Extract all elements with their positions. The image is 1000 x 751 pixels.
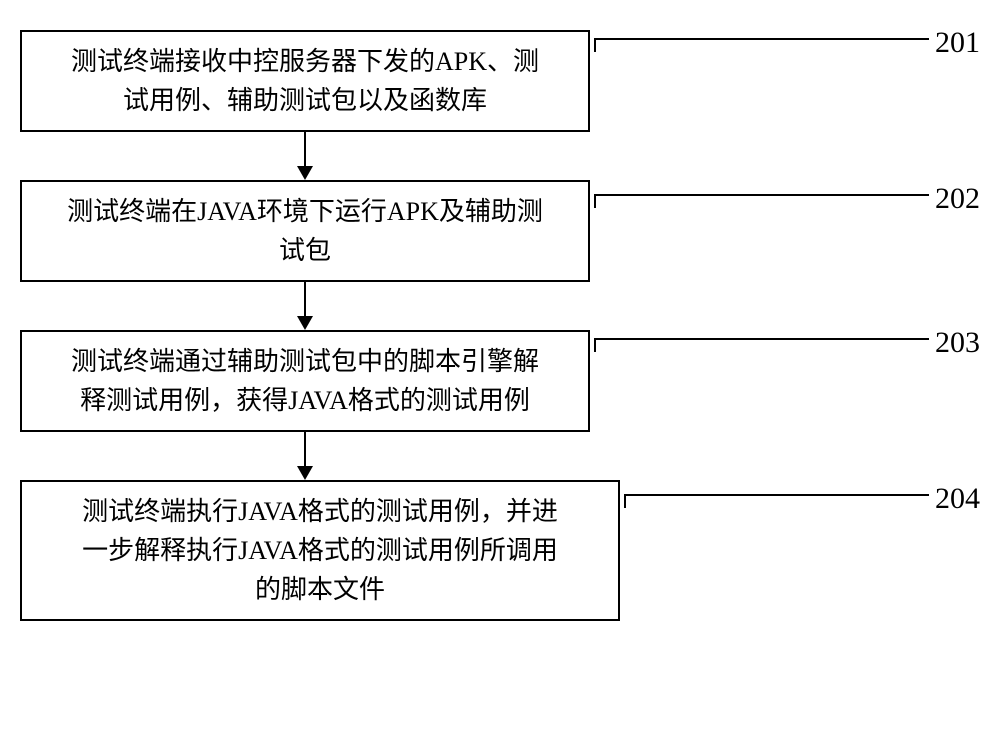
leader-line [594,194,929,196]
flow-row: 测试终端执行JAVA格式的测试用例，并进一步解释执行JAVA格式的测试用例所调用… [20,480,980,621]
flow-arrow-wrap [20,432,590,480]
flow-step-box: 测试终端接收中控服务器下发的APK、测试用例、辅助测试包以及函数库 [20,30,590,132]
leader-line-wrap: 203 [590,338,980,360]
leader-line [624,494,929,496]
step-number-label: 201 [935,26,980,60]
flow-step-text-line: 测试终端通过辅助测试包中的脚本引擎解 [71,347,539,376]
flow-step-box: 测试终端执行JAVA格式的测试用例，并进一步解释执行JAVA格式的测试用例所调用… [20,480,620,621]
leader-line-wrap: 204 [620,494,980,516]
flow-step-text-line: 一步解释执行JAVA格式的测试用例所调用 [82,536,558,565]
flow-step-text-line: 测试终端接收中控服务器下发的APK、测 [71,47,539,76]
flow-step-text-line: 试包 [279,236,331,265]
flow-step-box: 测试终端在JAVA环境下运行APK及辅助测试包 [20,180,590,282]
flow-arrow-wrap [20,282,590,330]
flow-step-text-line: 测试终端在JAVA环境下运行APK及辅助测 [67,197,543,226]
flow-row: 测试终端接收中控服务器下发的APK、测试用例、辅助测试包以及函数库201 [20,30,980,132]
flow-step-box: 测试终端通过辅助测试包中的脚本引擎解释测试用例，获得JAVA格式的测试用例 [20,330,590,432]
leader-line-wrap: 201 [590,38,980,60]
flow-row: 测试终端在JAVA环境下运行APK及辅助测试包202 [20,180,980,282]
flow-step-text-line: 的脚本文件 [255,575,385,604]
flow-step-text-line: 试用例、辅助测试包以及函数库 [123,86,487,115]
flow-step-text-line: 测试终端执行JAVA格式的测试用例，并进 [82,497,558,526]
flow-step-text-line: 释测试用例，获得JAVA格式的测试用例 [80,386,530,415]
leader-line [594,38,929,40]
flow-arrow-wrap [20,132,590,180]
leader-line [594,338,929,340]
step-number-label: 204 [935,482,980,516]
flow-row: 测试终端通过辅助测试包中的脚本引擎解释测试用例，获得JAVA格式的测试用例203 [20,330,980,432]
step-number-label: 202 [935,182,980,216]
flowchart-container: 测试终端接收中控服务器下发的APK、测试用例、辅助测试包以及函数库201测试终端… [20,30,980,621]
leader-line-wrap: 202 [590,194,980,216]
step-number-label: 203 [935,326,980,360]
